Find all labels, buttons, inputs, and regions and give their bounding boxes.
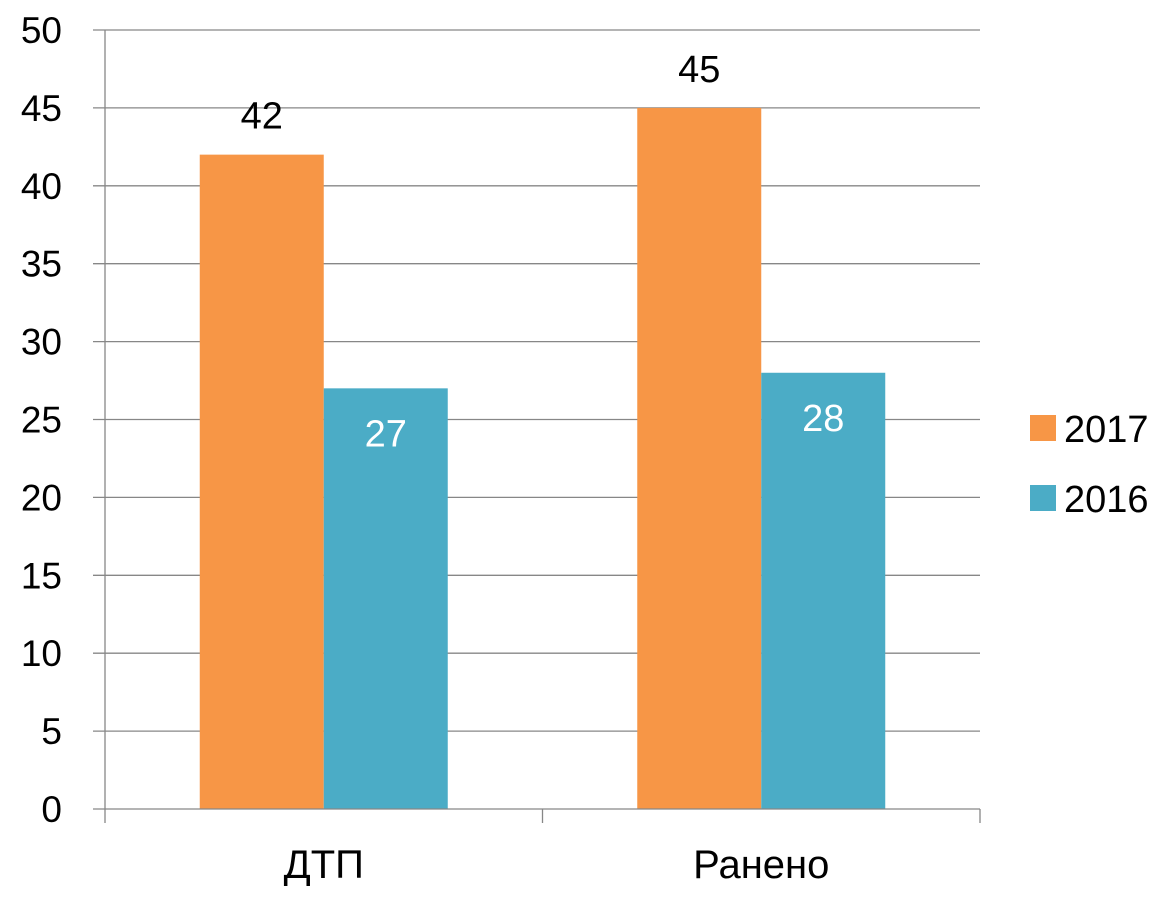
y-tick-label: 50 [21,10,62,51]
y-tick-label: 0 [41,789,62,830]
x-category-label: Ранено [693,843,829,887]
x-category-label: ДТП [284,843,364,887]
data-label: 27 [365,413,407,455]
data-label: 28 [802,398,844,440]
y-tick-label: 30 [21,322,62,363]
legend-swatch [1030,415,1056,441]
legend-label: 2017 [1064,409,1149,451]
bar-2017-0 [199,154,324,809]
y-tick-label: 10 [21,633,62,674]
legend: 2017 2016 [1030,409,1149,521]
y-tick-label: 35 [21,244,62,285]
data-labels: 42 27 45 28 [241,49,845,455]
y-tick-label: 45 [21,88,62,129]
y-tick-label: 20 [21,477,62,518]
bar-2017-1 [637,107,762,809]
bars [199,107,886,809]
legend-swatch [1030,485,1056,511]
legend-label: 2016 [1064,479,1149,521]
bar-2016-0 [323,388,448,809]
bar-2016-1 [761,372,886,809]
y-tick-label: 15 [21,555,62,596]
data-label: 42 [241,96,283,138]
y-tick-label: 40 [21,166,62,207]
axes: 0 5 10 15 20 25 30 35 40 45 50 ДТП Ранено [21,10,981,887]
y-tick-label: 5 [41,711,62,752]
data-label: 45 [678,49,720,91]
y-tick-label: 25 [21,400,62,441]
